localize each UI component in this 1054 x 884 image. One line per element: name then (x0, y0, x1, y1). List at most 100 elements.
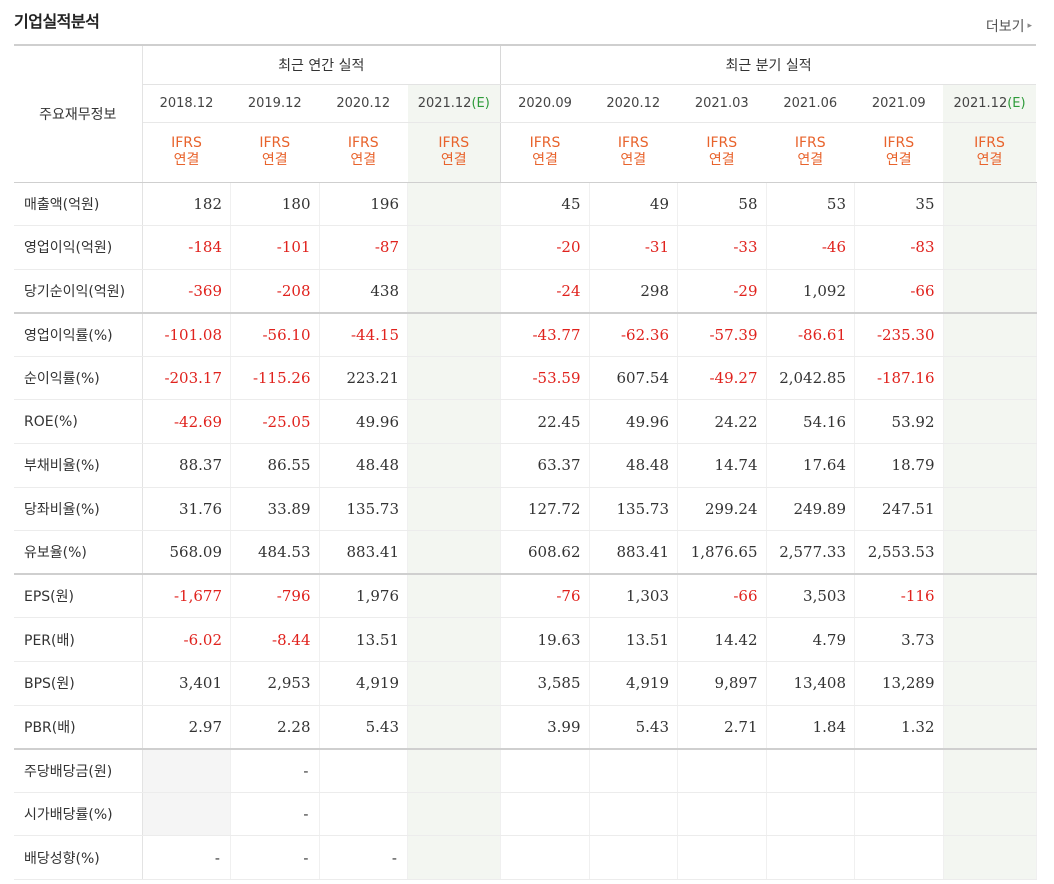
table-row: 주당배당금(원) - (14, 748, 1037, 793)
table-cell: 135.73 (589, 487, 678, 532)
ifrs-header: IFRS 연결 (589, 122, 678, 183)
table-cell: 3,585 (500, 661, 590, 706)
table-cell: 48.48 (589, 443, 678, 488)
period-label: 2021.09 (871, 95, 926, 111)
consolidated-label: 연결 (797, 152, 824, 168)
ifrs-label: IFRS (883, 135, 915, 151)
consolidated-label: 연결 (620, 152, 647, 168)
ifrs-header: IFRS 연결 (500, 122, 589, 183)
table-cell: -43.77 (500, 312, 590, 357)
ifrs-header: IFRS 연결 (677, 122, 766, 183)
table-cell: 299.24 (677, 487, 767, 532)
table-cell (407, 356, 501, 401)
ifrs-label: IFRS (974, 135, 1005, 151)
table-cell: 17.64 (766, 443, 855, 488)
table-cell: 14.74 (677, 443, 767, 488)
table-cell: 2.97 (142, 705, 231, 750)
table-row: 시가배당률(%) - (14, 792, 1037, 837)
row-label: 매출액(억원) (14, 182, 143, 227)
table-cell: -86.61 (766, 312, 855, 357)
table-cell: 3.73 (854, 617, 944, 663)
table-cell: 53.92 (854, 399, 944, 445)
table-cell (589, 835, 678, 880)
table-cell: -66 (677, 574, 767, 619)
ifrs-label: IFRS (529, 135, 561, 151)
table-cell (943, 792, 1037, 837)
table-row: BPS(원) 3,401 2,953 4,919 3,585 4,919 9,897 13,4… (14, 661, 1037, 706)
table-cell: -31 (589, 225, 678, 270)
table-cell: 135.73 (319, 487, 408, 532)
ifrs-header: IFRS 연결 (230, 122, 319, 183)
period-header: 2020.12 (589, 84, 678, 123)
period-label: 2018.12 (159, 95, 214, 111)
consolidated-label: 연결 (532, 152, 558, 168)
table-cell: 88.37 (142, 443, 231, 488)
table-row: 배당성향(%) - - - (14, 835, 1037, 880)
table-cell: 53 (766, 182, 855, 227)
consolidated-label: 연결 (350, 152, 377, 168)
table-cell (766, 835, 855, 880)
table-cell: -42.69 (142, 399, 231, 445)
period-header: 2018.12 (142, 84, 231, 123)
table-row: PER(배) -6.02 -8.44 13.51 19.63 13.51 14.42 4.79… (14, 617, 1037, 663)
table-row: 당기순이익(억원) -369 -208 438 -24 298 -29 1,092 -66 (14, 269, 1037, 314)
table-cell: -208 (230, 269, 320, 314)
table-cell: -53.59 (500, 356, 590, 401)
ifrs-header: IFRS 연결 (142, 122, 231, 183)
row-label: PBR(배) (14, 705, 143, 750)
consolidated-label: 연결 (440, 152, 467, 168)
row-label: 부채비율(%) (14, 443, 143, 488)
table-cell (943, 617, 1037, 663)
table-cell (943, 748, 1037, 793)
table-cell (943, 225, 1037, 270)
table-cell: 3,503 (766, 574, 855, 619)
table-row: 당좌비율(%) 31.76 33.89 135.73 127.72 135.73 299.2… (14, 487, 1037, 532)
table-cell (407, 574, 501, 619)
table-row: PBR(배) 2.97 2.28 5.43 3.99 5.43 2.71 1.84 1.32 (14, 705, 1037, 750)
table-cell (142, 792, 231, 837)
table-cell (943, 835, 1037, 880)
table-cell: 1,876.65 (677, 530, 767, 576)
estimate-mark: (E) (471, 95, 490, 111)
more-label[interactable]: 더보기 (985, 19, 1025, 35)
table-cell: 1.32 (854, 705, 944, 750)
table-cell: 196 (319, 182, 408, 227)
table-cell: 13.51 (319, 617, 408, 663)
table-cell (943, 356, 1037, 401)
table-cell: 247.51 (854, 487, 944, 532)
table-cell: 223.21 (319, 356, 408, 401)
table-cell: -235.30 (854, 312, 944, 357)
table-cell: 63.37 (500, 443, 590, 488)
table-cell (943, 574, 1037, 619)
table-cell: 22.45 (500, 399, 590, 445)
header-label: 주요재무정보 (14, 44, 143, 183)
period-label: 2021.03 (694, 95, 749, 111)
table-cell: -33 (677, 225, 767, 270)
table-cell: 24.22 (677, 399, 767, 445)
table-cell: - (142, 835, 231, 880)
row-label: 유보율(%) (14, 530, 143, 576)
ifrs-label: IFRS (171, 135, 202, 151)
row-label: 당좌비율(%) (14, 487, 143, 532)
table-cell: 2,042.85 (766, 356, 855, 401)
table-cell (766, 748, 855, 793)
row-label: 당기순이익(억원) (14, 269, 143, 314)
table-cell: 1,303 (589, 574, 678, 619)
table-cell: 33.89 (230, 487, 320, 532)
table-cell: -56.10 (230, 312, 320, 357)
period-label: 2021.06 (783, 95, 838, 111)
table-cell (407, 399, 501, 445)
period-label: 2020.09 (518, 95, 572, 111)
table-row: 영업이익률(%) -101.08 -56.10 -44.15 -43.77 -62.36-… (14, 312, 1037, 357)
more-link[interactable]: 더보기 ▸ (986, 16, 1032, 36)
table-cell: 607.54 (589, 356, 678, 401)
table-cell: -115.26 (230, 356, 320, 401)
table-cell: 4.79 (766, 617, 855, 663)
table-cell: 86.55 (230, 443, 320, 488)
table-cell: - (230, 748, 320, 793)
table-cell (589, 748, 678, 793)
table-cell (589, 792, 678, 837)
table-cell: -101.08 (142, 312, 231, 357)
table-cell: -44.15 (319, 312, 408, 357)
table-cell: 568.09 (142, 530, 231, 576)
